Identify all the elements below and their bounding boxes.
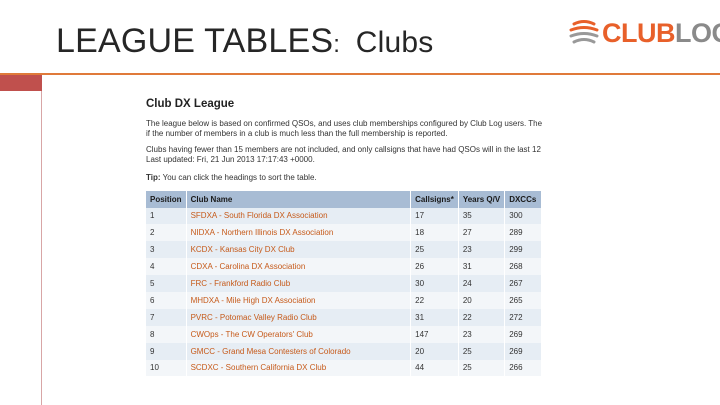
cell-years: 23 <box>458 241 506 259</box>
table-row: 3 KCDX - Kansas City DX Club 25 23 299 <box>146 241 542 259</box>
accent-block <box>0 75 42 91</box>
table-header-row: Position Club Name Callsigns* Years Q/V … <box>146 190 542 208</box>
cell-callsigns: 30 <box>410 275 459 292</box>
cell-position: 4 <box>146 258 187 276</box>
cell-dxccs: 269 <box>504 342 542 360</box>
table-row: 5 FRC - Frankford Radio Club 30 24 267 <box>146 275 542 292</box>
page-heading: Club DX League <box>146 98 235 110</box>
cell-club-link[interactable]: MHDXA - Mile High DX Association <box>186 291 412 309</box>
header-rule <box>0 73 720 75</box>
cell-position: 10 <box>146 359 187 377</box>
cell-callsigns: 31 <box>410 308 459 326</box>
table-row: 9 GMCC - Grand Mesa Contesters of Colora… <box>146 342 542 360</box>
cell-club-link[interactable]: CDXA - Carolina DX Association <box>186 258 412 276</box>
cell-callsigns: 17 <box>410 207 459 225</box>
cell-club-link[interactable]: KCDX - Kansas City DX Club <box>186 241 412 259</box>
header-callsigns[interactable]: Callsigns* <box>410 190 459 208</box>
tip-text: Tip: You can click the headings to sort … <box>146 173 546 183</box>
cell-years: 25 <box>458 342 506 360</box>
slide-title-sub: Clubs <box>355 26 434 59</box>
clublog-logo: CLUBLOG <box>568 14 720 52</box>
cell-callsigns: 147 <box>410 325 459 343</box>
logo-club: CLUB <box>602 18 676 48</box>
intro-line-2: if the number of members in a club is mu… <box>146 128 448 138</box>
table-row: 6 MHDXA - Mile High DX Association 22 20… <box>146 291 542 309</box>
cell-years: 31 <box>458 258 506 276</box>
cell-callsigns: 25 <box>410 241 459 259</box>
club-league-table: Position Club Name Callsigns* Years Q/V … <box>146 190 542 377</box>
cell-years: 22 <box>458 308 506 326</box>
table-row: 1 SFDXA - South Florida DX Association 1… <box>146 207 542 225</box>
slide-title-colon: : <box>333 31 341 58</box>
side-divider <box>41 91 42 405</box>
cell-dxccs: 265 <box>504 291 542 309</box>
cell-dxccs: 289 <box>504 224 542 242</box>
cell-callsigns: 20 <box>410 342 459 360</box>
cell-club-link[interactable]: SCDXC - Southern California DX Club <box>186 359 412 377</box>
slide-title: LEAGUE TABLES: Clubs <box>56 22 433 61</box>
cell-dxccs: 299 <box>504 241 542 259</box>
cell-callsigns: 26 <box>410 258 459 276</box>
cell-years: 20 <box>458 291 506 309</box>
header-club-name[interactable]: Club Name <box>186 190 412 208</box>
cell-dxccs: 267 <box>504 275 542 292</box>
header-years-qv[interactable]: Years Q/V <box>458 190 506 208</box>
cell-club-link[interactable]: GMCC - Grand Mesa Contesters of Colorado <box>186 342 412 360</box>
table-row: 10 SCDXC - Southern California DX Club 4… <box>146 359 542 377</box>
cell-callsigns: 18 <box>410 224 459 242</box>
league-page-screenshot: Club DX League The league below is based… <box>146 98 546 398</box>
logo-wordmark: CLUBLOG <box>602 18 720 49</box>
cell-dxccs: 268 <box>504 258 542 276</box>
cell-position: 3 <box>146 241 187 259</box>
header-dxccs[interactable]: DXCCs <box>504 190 542 208</box>
table-row: 4 CDXA - Carolina DX Association 26 31 2… <box>146 258 542 276</box>
cell-callsigns: 22 <box>410 291 459 309</box>
cell-club-link[interactable]: SFDXA - South Florida DX Association <box>186 207 412 225</box>
slide-title-main: LEAGUE TABLES <box>56 22 334 60</box>
tip-label: Tip: <box>146 173 161 182</box>
cell-position: 9 <box>146 342 187 360</box>
cell-position: 5 <box>146 275 187 292</box>
cell-club-link[interactable]: FRC - Frankford Radio Club <box>186 275 412 292</box>
last-updated: Last updated: Fri, 21 Jun 2013 17:17:43 … <box>146 154 315 164</box>
cell-position: 2 <box>146 224 187 242</box>
table-row: 8 CWOps - The CW Operators' Club 147 23 … <box>146 325 542 343</box>
cell-position: 7 <box>146 308 187 326</box>
intro-line-1: The league below is based on confirmed Q… <box>146 119 543 128</box>
cell-dxccs: 272 <box>504 308 542 326</box>
cell-callsigns: 44 <box>410 359 459 377</box>
criteria-line-1: Clubs having fewer than 15 members are n… <box>146 145 541 154</box>
header-position[interactable]: Position <box>146 190 187 208</box>
cell-years: 23 <box>458 325 506 343</box>
cell-years: 27 <box>458 224 506 242</box>
cell-club-link[interactable]: NIDXA - Northern Illinois DX Association <box>186 224 412 242</box>
cell-dxccs: 269 <box>504 325 542 343</box>
cell-years: 25 <box>458 359 506 377</box>
cell-years: 24 <box>458 275 506 292</box>
cell-position: 1 <box>146 207 187 225</box>
globe-icon <box>569 20 599 44</box>
logo-log: LOG <box>675 18 720 48</box>
cell-dxccs: 266 <box>504 359 542 377</box>
cell-years: 35 <box>458 207 506 225</box>
cell-club-link[interactable]: PVRC - Potomac Valley Radio Club <box>186 308 412 326</box>
table-row: 7 PVRC - Potomac Valley Radio Club 31 22… <box>146 308 542 326</box>
cell-position: 8 <box>146 325 187 343</box>
table-row: 2 NIDXA - Northern Illinois DX Associati… <box>146 224 542 242</box>
tip-body: You can click the headings to sort the t… <box>160 173 317 182</box>
cell-dxccs: 300 <box>504 207 542 225</box>
cell-position: 6 <box>146 291 187 309</box>
cell-club-link[interactable]: CWOps - The CW Operators' Club <box>186 325 412 343</box>
